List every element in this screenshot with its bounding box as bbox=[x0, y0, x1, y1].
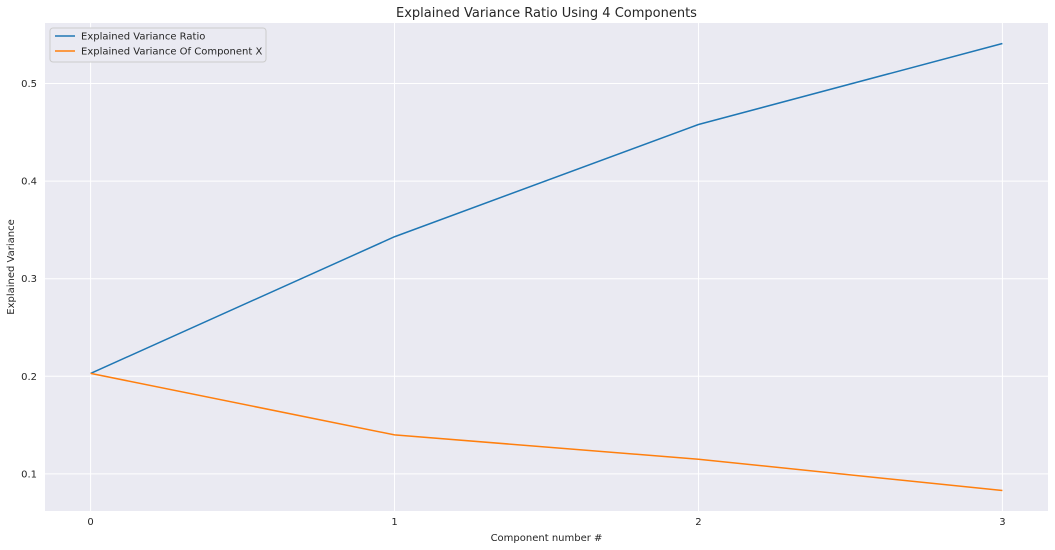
legend-label-0: Explained Variance Ratio bbox=[81, 32, 205, 43]
grid-lines bbox=[45, 23, 1048, 511]
y-axis-label: Explained Variance bbox=[6, 219, 17, 314]
y-tick-label: 0.1 bbox=[21, 469, 37, 480]
legend-label-1: Explained Variance Of Component X bbox=[81, 47, 262, 58]
series-line-0 bbox=[90, 42, 1003, 375]
y-tick-label: 0.4 bbox=[21, 177, 37, 188]
x-axis-label: Component number # bbox=[491, 533, 603, 544]
plot-area bbox=[45, 23, 1048, 511]
legend: Explained Variance Ratio Explained Varia… bbox=[49, 27, 267, 63]
series-line-1 bbox=[90, 372, 1003, 492]
x-tick-label: 0 bbox=[87, 517, 93, 528]
y-tick-label: 0.3 bbox=[21, 274, 37, 285]
tick-labels: 0 1 2 3 0.1 0.2 0.3 0.4 0.5 bbox=[21, 79, 1006, 528]
legend-box bbox=[49, 27, 267, 63]
x-tick-label: 1 bbox=[391, 517, 397, 528]
x-tick-label: 2 bbox=[695, 517, 701, 528]
y-tick-label: 0.5 bbox=[21, 79, 37, 90]
y-tick-label: 0.2 bbox=[21, 372, 37, 383]
x-tick-label: 3 bbox=[999, 517, 1005, 528]
series-layer bbox=[90, 42, 1003, 492]
chart-title: Explained Variance Ratio Using 4 Compone… bbox=[396, 6, 697, 21]
